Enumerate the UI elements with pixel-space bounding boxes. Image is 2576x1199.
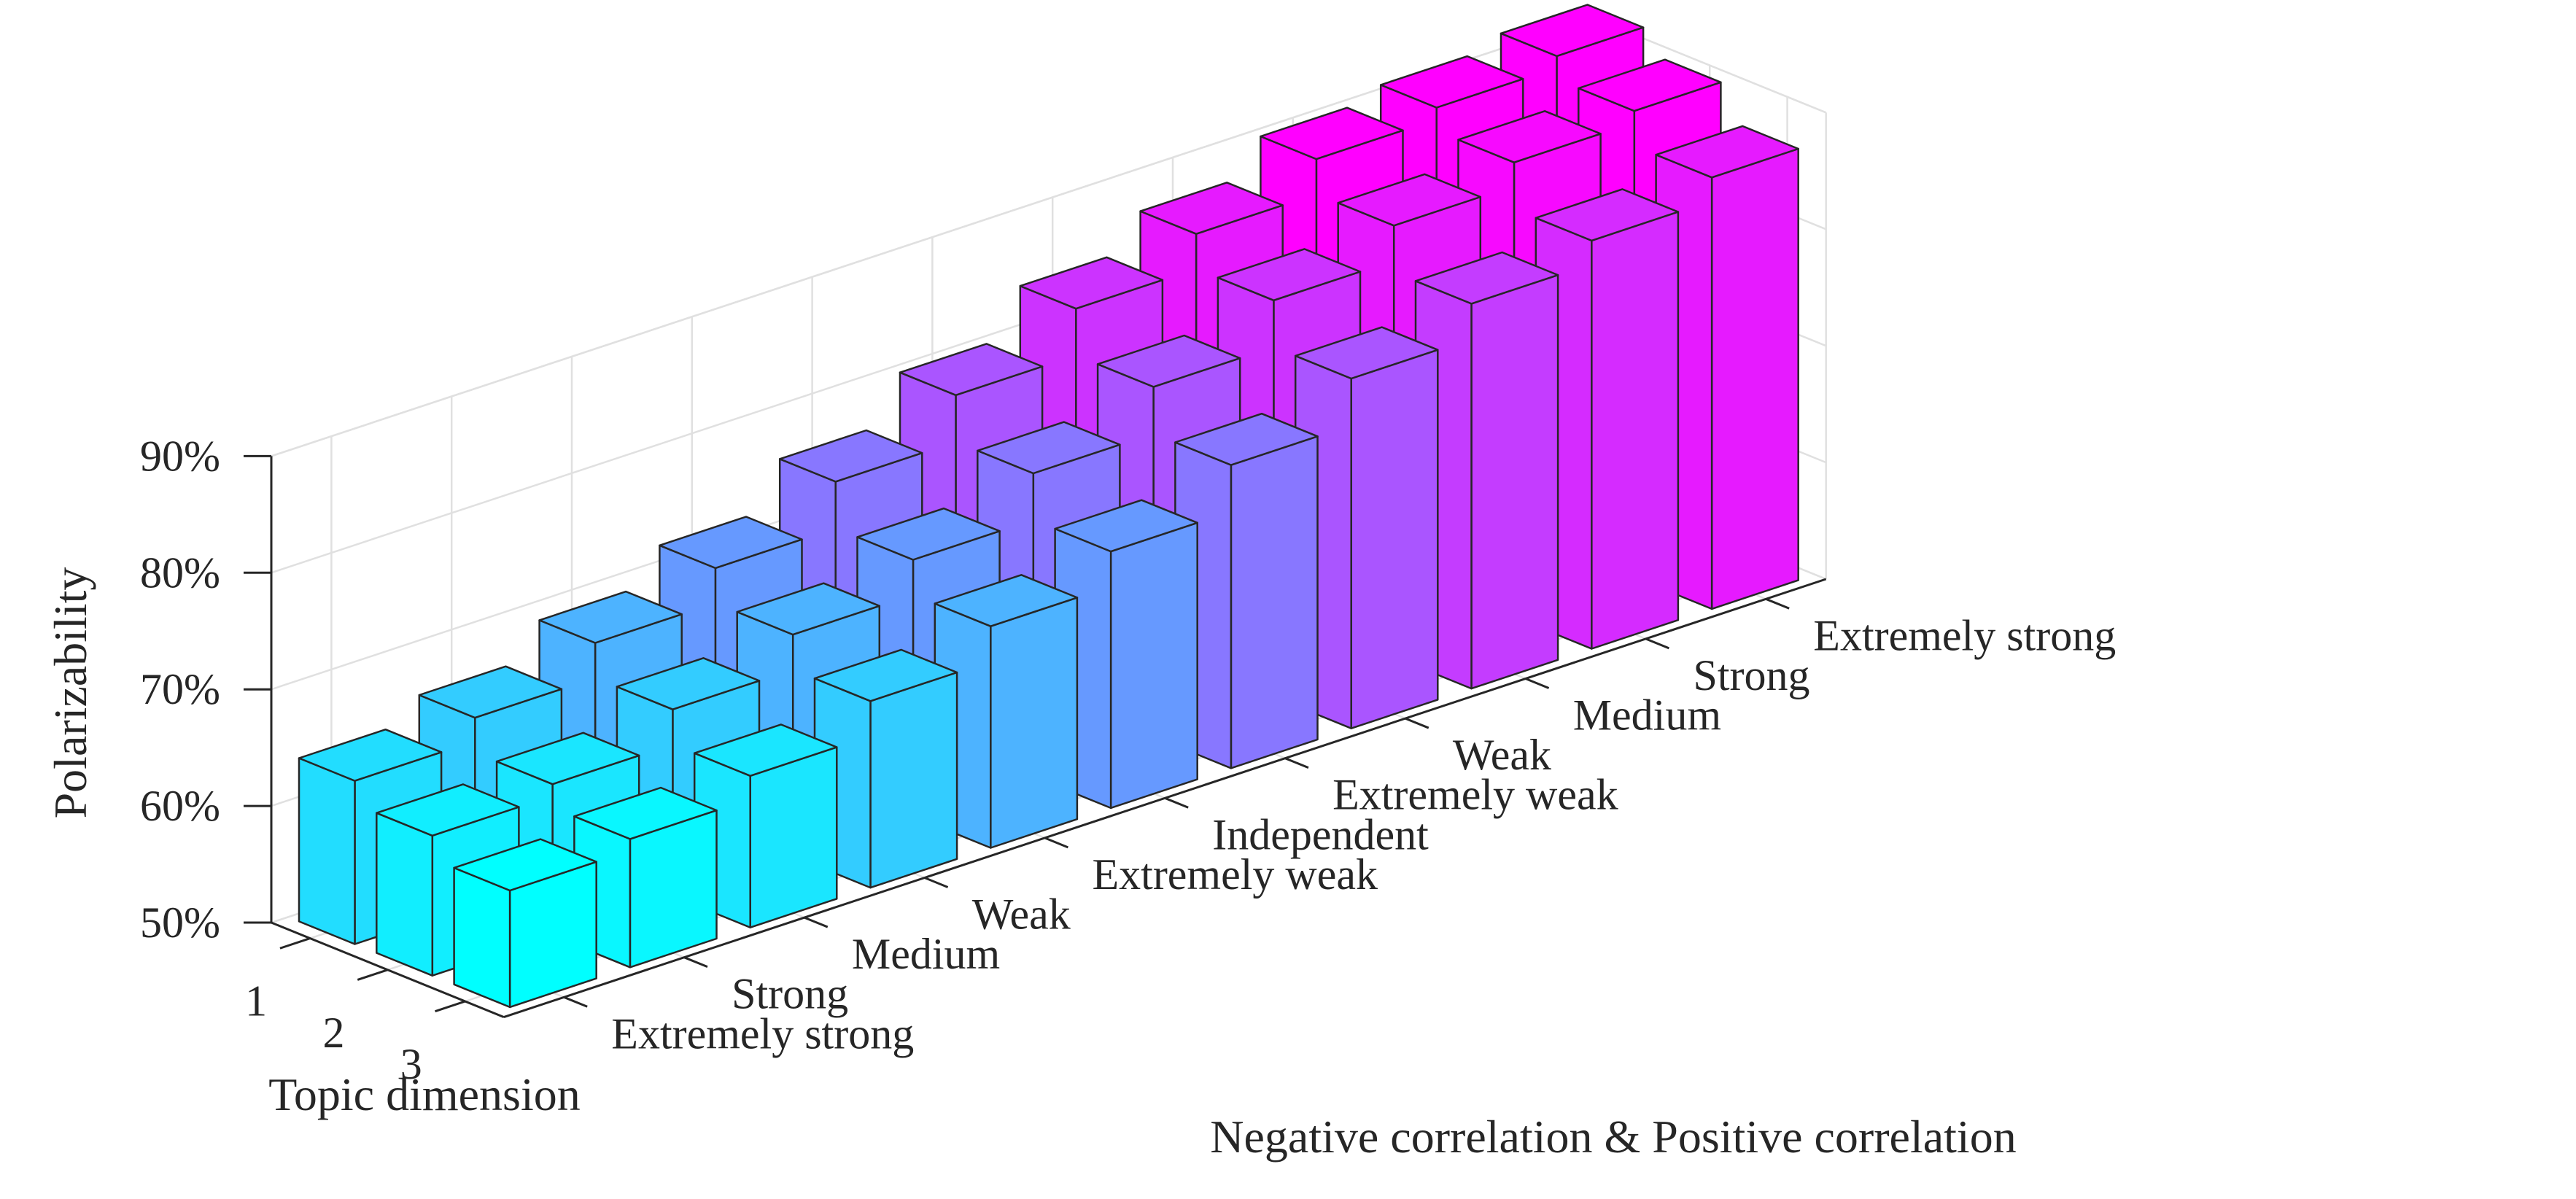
bar-front-face xyxy=(1350,349,1439,729)
bar-top-face xyxy=(1457,110,1602,163)
bar-top-face xyxy=(1260,106,1404,160)
bar-front-face xyxy=(990,597,1079,849)
y-tick-label: Weak xyxy=(972,890,1071,939)
bar-top-face xyxy=(899,343,1044,397)
y-tick-label: Medium xyxy=(1573,691,1721,740)
bar-top-face xyxy=(376,783,520,837)
z-tick-label: 80% xyxy=(140,548,220,597)
y-tick xyxy=(1284,757,1309,769)
y-tick-label: Weak xyxy=(1453,731,1551,779)
bar-top-face xyxy=(1337,173,1482,227)
bar-side-face xyxy=(298,757,356,945)
bar-top-face xyxy=(573,786,718,840)
x-tick xyxy=(435,1000,466,1013)
z-axis-title: Polarizability xyxy=(44,567,96,819)
y-tick xyxy=(1645,637,1669,650)
x-tick xyxy=(357,969,388,981)
bar-top-face xyxy=(659,516,803,570)
x-tick-label: 2 xyxy=(322,1009,344,1057)
bar-top-face xyxy=(1535,188,1680,242)
bar-top-face xyxy=(1019,256,1164,310)
y-axis-title: Negative correlation & Positive correlat… xyxy=(1210,1111,2016,1163)
bar-front-face xyxy=(749,746,838,928)
bar-front-face xyxy=(1591,211,1680,650)
y-tick-label: Extremely weak xyxy=(1332,771,1618,819)
y-tick xyxy=(1164,796,1189,809)
bar-top-face xyxy=(1655,125,1799,179)
bar-top-face xyxy=(1294,326,1439,380)
z-tick-label: 70% xyxy=(140,665,220,713)
bar-top-face xyxy=(298,728,443,782)
y-tick xyxy=(1405,717,1429,729)
y-tick-label: Independent xyxy=(1212,810,1429,858)
bar-front-face xyxy=(869,671,958,889)
bar-side-face xyxy=(376,812,434,977)
bar-top-face xyxy=(934,574,1079,627)
bar-top-face xyxy=(813,648,958,702)
bar-front-face xyxy=(1109,521,1198,810)
bar-top-face xyxy=(856,507,1001,561)
bar-3-3 xyxy=(693,723,838,928)
y-tick xyxy=(924,877,949,888)
bar-top-face xyxy=(453,838,597,892)
bar-top-face xyxy=(977,421,1121,475)
z-tick-label: 50% xyxy=(140,899,220,947)
bar-top-face xyxy=(1096,334,1241,388)
x-tick-label: 3 xyxy=(400,1040,422,1088)
bar-top-face xyxy=(1139,182,1284,235)
box-edge xyxy=(271,17,1594,457)
y-tick xyxy=(683,956,708,969)
bar-top-face xyxy=(1578,58,1722,112)
bar-top-face xyxy=(1054,499,1198,553)
bar-top-face xyxy=(1217,248,1362,302)
y-tick-label: Extremely weak xyxy=(1093,850,1378,899)
y-tick xyxy=(1044,837,1068,849)
x-tick-label: 1 xyxy=(245,977,267,1025)
bar-top-face xyxy=(1379,55,1524,109)
bar-side-face xyxy=(453,866,511,1009)
y-tick-label: Medium xyxy=(852,930,1000,978)
y-tick-label: Strong xyxy=(732,970,848,1018)
bar-top-face xyxy=(1414,251,1559,305)
y-tick-label: Extremely strong xyxy=(1813,611,2116,659)
x-tick xyxy=(279,937,311,950)
bar-top-face xyxy=(616,657,761,710)
y-tick-label: Extremely strong xyxy=(611,1009,914,1058)
bars-layer xyxy=(298,4,1799,1009)
y-tick xyxy=(563,996,588,1008)
bar-front-face xyxy=(1470,273,1559,690)
y-tick-label: Strong xyxy=(1694,651,1810,699)
bar-top-face xyxy=(1174,412,1319,466)
labels-layer: Polarizability Topic dimension Negative … xyxy=(44,567,2017,1163)
z-tick-label: 60% xyxy=(140,782,220,830)
bar-top-face xyxy=(693,723,838,777)
bar-top-face xyxy=(778,429,923,483)
bar-front-face xyxy=(1230,435,1319,769)
bar-top-face xyxy=(1500,4,1645,58)
bar-top-face xyxy=(736,582,881,636)
bar-top-face xyxy=(495,732,640,785)
y-tick xyxy=(1765,597,1790,610)
x-axis-title: Topic dimension xyxy=(268,1068,580,1120)
bar-top-face xyxy=(418,665,563,719)
y-tick xyxy=(804,916,829,928)
y-tick xyxy=(1525,678,1550,689)
bar-3-1 xyxy=(453,838,597,1009)
bar-top-face xyxy=(538,590,683,644)
z-tick-label: 90% xyxy=(140,432,220,480)
bar-front-face xyxy=(1710,147,1799,610)
